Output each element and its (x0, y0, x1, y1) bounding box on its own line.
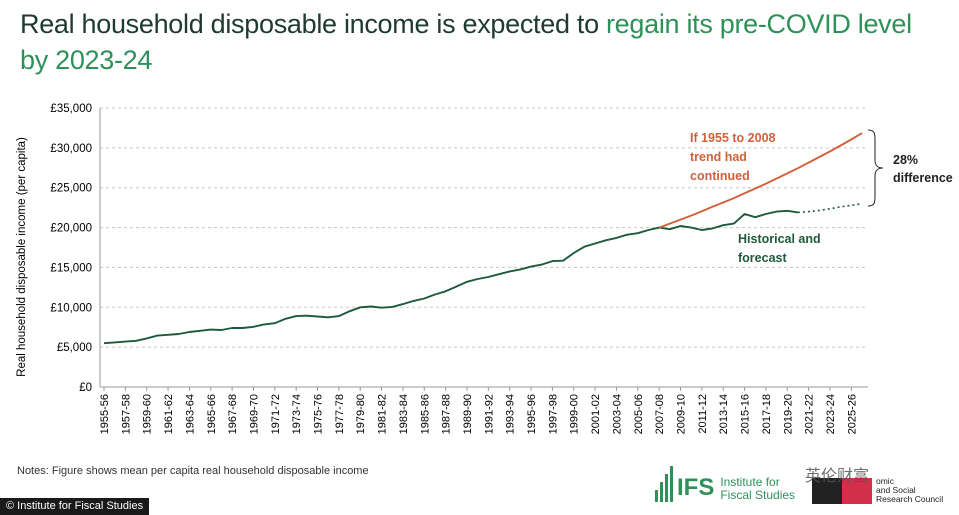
ifs-name: Institute for Fiscal Studies (720, 476, 795, 502)
notes: Notes: Figure shows mean per capita real… (17, 465, 369, 477)
y-tick-label: £10,000 (50, 302, 92, 314)
esrc-name: omic and Social Research Council (876, 477, 943, 504)
forecast-series-line (797, 202, 863, 214)
x-tick-label: 1965-66 (206, 394, 218, 434)
y-tick-label: £35,000 (50, 103, 92, 115)
watermark: 英伦财富 (805, 468, 870, 485)
y-tick-label: £15,000 (50, 262, 92, 274)
trend-annotation-line3: continued (690, 169, 750, 183)
x-tick-label: 1971-72 (270, 394, 282, 434)
y-tick-label: £25,000 (50, 183, 92, 195)
x-tick-label: 1985-86 (419, 394, 431, 434)
x-tick-label: 2005-06 (633, 394, 645, 434)
x-tick-label: 1989-90 (462, 394, 474, 434)
x-tick-label: 1995-96 (526, 394, 538, 434)
esrc-line1: omic (876, 476, 894, 486)
x-tick-label: 1967-68 (227, 394, 239, 434)
x-tick-label: 2023-24 (825, 394, 837, 434)
esrc-line3: Research Council (876, 494, 944, 504)
x-tick-label: 2021-22 (804, 394, 816, 434)
y-tick-label: £0 (79, 382, 92, 394)
x-tick-label: 1959-60 (142, 394, 154, 434)
grid-lines (100, 107, 868, 348)
x-tick-label: 1955-56 (99, 394, 111, 434)
x-tick-label: 1991-92 (483, 394, 495, 434)
ifs-name-line1: Institute for (720, 475, 780, 489)
esrc-line2: and Social (876, 485, 916, 495)
x-tick-label: 1975-76 (313, 394, 325, 434)
y-tick-label: £30,000 (50, 143, 92, 155)
x-tick-label: 1973-74 (291, 394, 303, 434)
x-tick-label: 2025-26 (846, 394, 858, 434)
trend-annotation-line2: trend had (690, 150, 747, 164)
x-tick-label: 2007-08 (654, 394, 666, 434)
annotations: If 1955 to 2008 trend had continued Hist… (690, 129, 953, 265)
chart-title: Real household disposable income is expe… (20, 6, 920, 78)
y-tick-label: £20,000 (50, 223, 92, 235)
title-highlight: regain its pre-COVID level (605, 9, 912, 39)
x-tick-label: 2015-16 (740, 394, 752, 434)
x-tick-label: 2003-04 (611, 394, 623, 434)
ifs-name-line2: Fiscal Studies (720, 488, 796, 502)
x-axis: 1955-56 1957-58 1959-60 1961-62 1963-64 1965-… (99, 386, 868, 434)
y-axis: £0 £5,000 £10,000 £15,000 £20,000 £25,000 £30,… (50, 103, 101, 394)
x-tick-label: 1993-94 (505, 394, 517, 434)
difference-brace (867, 129, 884, 207)
ifs-logo: IFS Institute for Fiscal Studies (655, 458, 795, 502)
x-tick-label: 2017-18 (761, 394, 773, 434)
esrc-logo-icon (812, 478, 872, 504)
y-axis-label: Real household disposable income (per ca… (16, 137, 28, 377)
difference-annotation-line2: difference (893, 171, 953, 185)
x-tick-label: 2001-02 (590, 394, 602, 434)
x-tick-label: 2011-12 (697, 394, 709, 434)
historical-series-line (103, 209, 799, 345)
trend-annotation-line1: If 1955 to 2008 (690, 131, 776, 145)
x-tick-label: 1969-70 (248, 394, 260, 434)
x-tick-label: 2013-14 (718, 394, 730, 434)
difference-annotation-line1: 28% (893, 153, 918, 167)
x-tick-label: 1981-82 (377, 394, 389, 434)
x-tick-label: 1999-00 (569, 394, 581, 434)
x-tick-label: 1963-64 (184, 394, 196, 434)
historical-annotation-line2: forecast (738, 251, 787, 265)
historical-annotation-line1: Historical and (738, 232, 821, 246)
ifs-bars-icon (655, 466, 673, 502)
trend-series-line (658, 132, 863, 229)
x-tick-label: 2009-10 (676, 394, 688, 434)
x-tick-label: 1961-62 (163, 394, 175, 434)
x-tick-label: 1979-80 (355, 394, 367, 434)
title-part-1: Real household disposable income is expe… (20, 9, 606, 39)
series-lines (103, 132, 863, 345)
x-tick-label: 1977-78 (334, 394, 346, 434)
x-tick-label: 1983-84 (398, 394, 410, 434)
copyright-credit: © Institute for Fiscal Studies (0, 498, 150, 515)
ifs-wordmark: IFS (677, 474, 715, 501)
x-tick-label: 1957-58 (120, 394, 132, 434)
title-part-2: by 2023-24 (20, 45, 153, 75)
x-tick-label: 2019-20 (782, 394, 794, 434)
x-tick-label: 1997-98 (547, 394, 559, 434)
x-tick-label: 1987-88 (441, 394, 453, 434)
y-tick-label: £5,000 (57, 342, 92, 354)
